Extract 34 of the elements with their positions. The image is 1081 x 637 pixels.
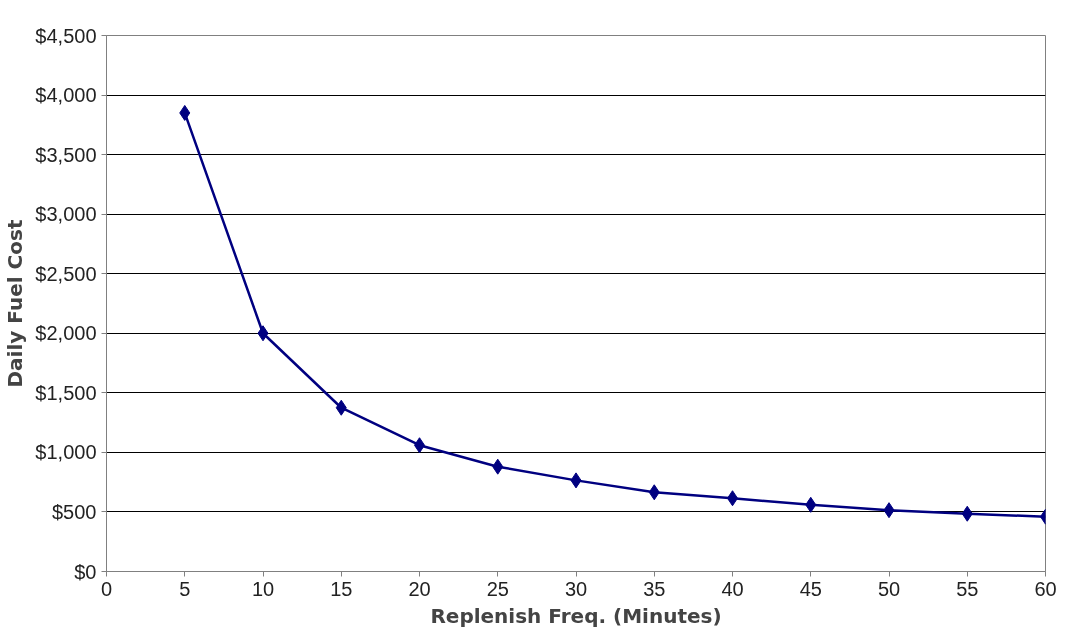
y-tick-label: $2,500: [35, 262, 97, 285]
point: [805, 496, 817, 513]
y-tick-label: $500: [52, 500, 97, 523]
y-tick-label: $4,500: [35, 24, 97, 47]
x-tick-label: 25: [486, 577, 509, 600]
x-tick-label: 35: [643, 577, 666, 600]
x-tick-label: 20: [408, 577, 431, 600]
y-tick-label: $1,500: [35, 381, 97, 404]
y-tick-label: $3,000: [35, 203, 97, 226]
y-tick-label: $1,000: [35, 441, 97, 464]
y-axis-title: Daily Fuel Cost: [3, 219, 28, 388]
y-tick-label: $4,000: [35, 84, 97, 107]
point: [883, 502, 895, 519]
point: [335, 399, 347, 416]
point: [961, 505, 973, 522]
point: [179, 104, 191, 121]
point: [570, 472, 582, 489]
x-tick-label: 30: [564, 577, 588, 600]
x-tick-label: 60: [1034, 577, 1057, 600]
x-axis-title: Replenish Freq. (Minutes): [430, 603, 722, 628]
x-tick-label: 15: [330, 577, 353, 600]
point: [492, 458, 504, 475]
y-tick-label: $2,000: [35, 322, 97, 345]
x-tick-label: 10: [251, 577, 275, 600]
y-tick-label: $3,500: [35, 143, 97, 166]
y-tick-label: $0: [74, 560, 97, 583]
x-tick-label: 40: [721, 577, 744, 600]
x-tick-label: 5: [179, 577, 191, 600]
x-tick-label: 55: [956, 577, 979, 600]
x-tick-label: 50: [877, 577, 901, 600]
point: [257, 325, 269, 342]
x-tick-label: 45: [799, 577, 822, 600]
point: [648, 484, 660, 501]
x-tick-label: 0: [100, 577, 113, 600]
